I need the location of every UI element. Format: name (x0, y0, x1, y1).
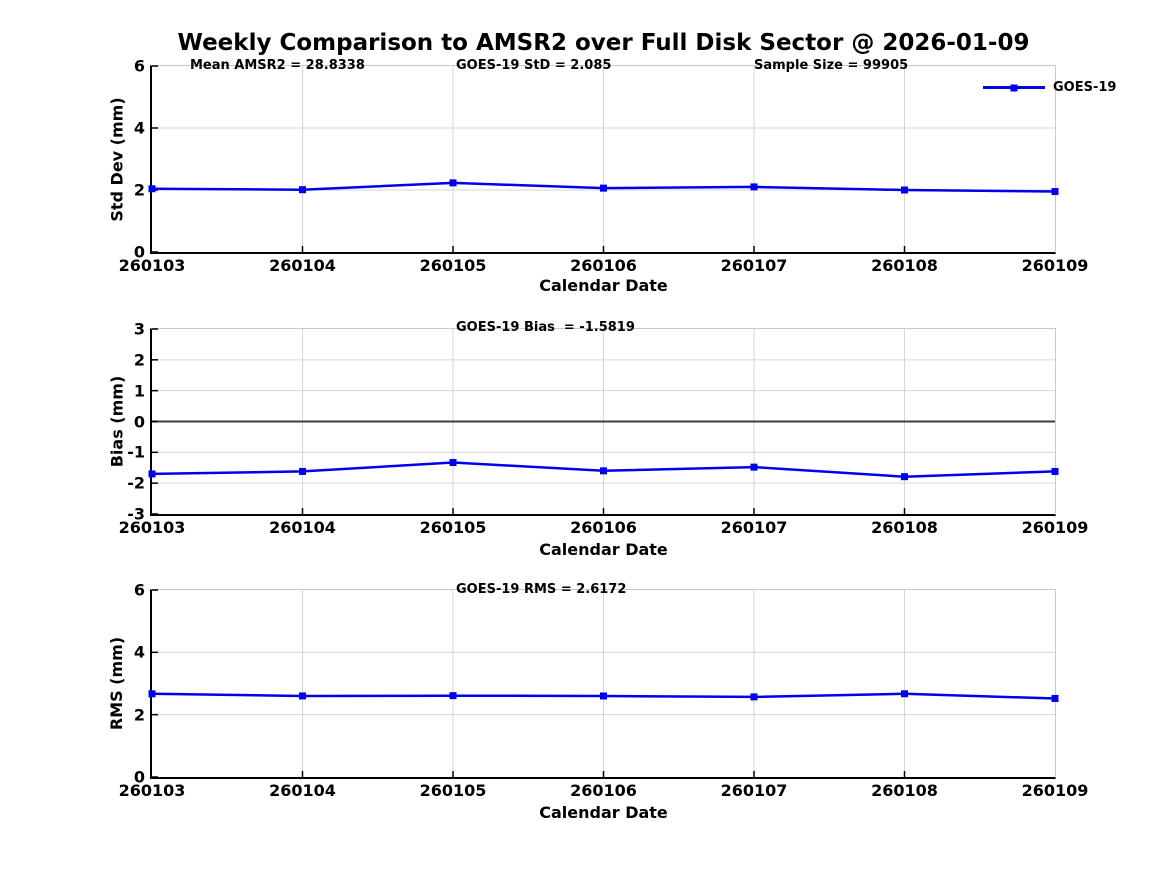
annotation-goes19-bias: GOES-19 Bias = -1.5819 (456, 320, 635, 335)
x-tick-label: 260109 (1021, 256, 1089, 275)
y-tick-label: -1 (127, 442, 145, 462)
annotation-mean-amsr2: Mean AMSR2 = 28.8338 (190, 58, 365, 73)
x-axis-label-rms: Calendar Date (539, 803, 668, 822)
annotation-goes19-std: GOES-19 StD = 2.085 (456, 58, 612, 73)
annotation-sample-size: Sample Size = 99905 (754, 58, 909, 73)
data-point-marker (600, 692, 607, 700)
data-point-marker (750, 463, 758, 471)
x-tick-label: 260105 (419, 781, 487, 800)
data-point-marker (901, 690, 908, 698)
x-tick-label: 260103 (118, 518, 186, 537)
x-tick-label: 260107 (720, 781, 788, 800)
legend-label-goes19: GOES-19 (1053, 80, 1117, 95)
y-axis-label-wrap: Std Dev (mm) (106, 66, 128, 252)
y-axis-label-bias: Bias (mm) (107, 375, 127, 468)
y-axis-label-wrap: Bias (mm) (106, 329, 128, 514)
y-tick-label: 6 (133, 56, 145, 76)
x-tick-label: 260103 (118, 781, 186, 800)
y-tick-label: 6 (133, 580, 145, 600)
x-tick-label: 260107 (720, 256, 788, 275)
plot-area-stddev (148, 65, 1059, 254)
x-tick-label: 260104 (269, 781, 336, 800)
x-tick-label: 260105 (419, 518, 487, 537)
x-tick-label: 260109 (1021, 781, 1089, 800)
plot-canvas (148, 65, 1059, 253)
y-tick-label: 4 (133, 118, 145, 138)
data-point-marker (1051, 694, 1059, 702)
data-point-marker (901, 473, 908, 481)
data-point-marker (148, 690, 156, 698)
x-tick-label: 260107 (720, 518, 788, 537)
x-tick-label: 260106 (570, 256, 637, 275)
legend-square-marker-icon (1010, 84, 1018, 91)
y-tick-label: 2 (133, 180, 145, 200)
chart-title: Weekly Comparison to AMSR2 over Full Dis… (177, 30, 1030, 56)
plot-area-rms (148, 589, 1059, 779)
y-tick-label: 0 (133, 412, 145, 431)
x-axis-label-stddev: Calendar Date (539, 276, 668, 295)
data-point-marker (148, 470, 156, 478)
data-point-marker (299, 467, 306, 475)
data-point-marker (750, 183, 758, 191)
plot-canvas (148, 589, 1059, 778)
y-axis-label-stddev: Std Dev (mm) (107, 96, 127, 222)
data-point-marker (600, 467, 607, 475)
y-tick-label: 0 (133, 767, 145, 787)
y-tick-label: 4 (133, 642, 145, 662)
x-tick-label: 260106 (570, 518, 637, 537)
x-tick-label: 260108 (871, 781, 938, 800)
x-tick-label: 260104 (269, 256, 336, 275)
y-tick-label: 2 (133, 705, 145, 725)
y-tick-label: -3 (127, 504, 145, 524)
data-point-marker (449, 179, 457, 187)
x-tick-label: 260106 (570, 781, 637, 800)
data-point-marker (901, 186, 908, 194)
x-axis-label-bias: Calendar Date (539, 540, 668, 559)
data-point-marker (449, 692, 457, 700)
x-tick-label: 260104 (269, 518, 336, 537)
legend: GOES-19 (983, 80, 1116, 95)
y-axis-label-rms: RMS (mm) (107, 636, 127, 731)
data-point-marker (299, 692, 306, 700)
y-tick-label: 2 (133, 350, 145, 370)
data-point-marker (449, 459, 457, 467)
plot-area-bias (148, 328, 1059, 516)
legend-line-sample (983, 84, 1045, 91)
y-tick-label: 3 (133, 319, 145, 339)
y-tick-label: 0 (133, 242, 145, 262)
y-tick-label: -2 (127, 473, 145, 493)
data-point-marker (1051, 467, 1059, 475)
data-point-marker (600, 184, 607, 192)
data-point-marker (299, 186, 306, 194)
x-tick-label: 260108 (871, 256, 938, 275)
y-tick-label: 1 (133, 381, 145, 401)
x-tick-label: 260108 (871, 518, 938, 537)
data-point-marker (148, 185, 156, 193)
y-axis-label-wrap: RMS (mm) (106, 590, 128, 777)
data-point-marker (750, 693, 758, 701)
data-point-marker (1051, 188, 1059, 196)
x-tick-label: 260105 (419, 256, 487, 275)
annotation-goes19-rms: GOES-19 RMS = 2.6172 (456, 582, 627, 597)
x-tick-label: 260109 (1021, 518, 1089, 537)
plot-canvas (148, 328, 1059, 515)
x-tick-label: 260103 (118, 256, 186, 275)
